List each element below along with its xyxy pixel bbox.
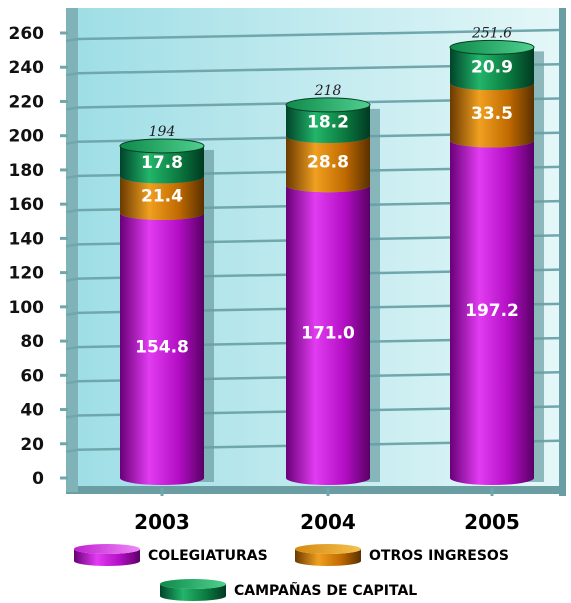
data-label: 197.2 <box>465 301 519 321</box>
legend-item: COLEGIATURAS <box>74 544 268 566</box>
x-tick-label: 2005 <box>464 510 520 534</box>
bar-segment <box>450 83 534 148</box>
bar-stack-2004: 171.0 28.8 18.2 218 <box>285 83 380 485</box>
total-label: 218 <box>314 83 342 99</box>
legend-label: OTROS INGRESOS <box>369 548 509 564</box>
gridline <box>77 28 560 41</box>
y-tick-label: 200 <box>9 127 45 147</box>
total-label: 251.6 <box>471 25 512 41</box>
legend-swatch <box>74 549 140 566</box>
gridline-wall <box>65 243 79 248</box>
y-tick-label: 60 <box>20 366 44 386</box>
bar-top <box>285 97 371 113</box>
y-tick-label: 120 <box>9 264 45 284</box>
x-tick-label: 2003 <box>134 510 190 534</box>
y-tick-label: 100 <box>9 298 45 318</box>
legend-label: COLEGIATURAS <box>148 548 268 564</box>
plot-right-shadow <box>559 8 566 496</box>
data-label: 18.2 <box>307 112 349 132</box>
gridline-wall <box>65 208 79 214</box>
legend-item: OTROS INGRESOS <box>295 544 509 566</box>
plot-floor <box>66 486 566 494</box>
y-tick-label: 160 <box>9 195 45 215</box>
bar-segment <box>286 185 370 485</box>
legend-swatch-top <box>295 544 361 554</box>
y-tick-label: 140 <box>9 229 45 249</box>
bar-segment <box>120 176 204 221</box>
data-label: 154.8 <box>135 338 189 358</box>
gridline-wall <box>65 414 79 419</box>
legend-swatch <box>160 584 226 601</box>
data-label: 28.8 <box>307 153 349 173</box>
bar-stack-2003: 154.8 21.4 17.8 194 <box>119 124 214 486</box>
bar-segment <box>286 136 370 193</box>
bar-segment <box>450 140 534 485</box>
legend-swatch-top <box>160 579 226 589</box>
bar-segment <box>450 47 534 91</box>
y-tick-label: 260 <box>9 24 45 44</box>
gridline-wall <box>65 140 79 145</box>
bar-segment <box>120 145 204 184</box>
gridline-wall <box>65 37 79 43</box>
legend: COLEGIATURAS OTROS INGRESOS CAMPAÑAS DE CA… <box>74 544 509 601</box>
gridline-wall <box>65 277 79 282</box>
bars: 154.8 21.4 17.8 194 171.0 28.8 18.2 218 197.2 33.… <box>119 25 544 486</box>
x-axis-ticks: 2003 2004 2005 <box>134 488 520 534</box>
gridline-wall <box>65 448 79 454</box>
gridline-wall <box>65 174 79 180</box>
total-label: 194 <box>149 124 176 140</box>
gridline-wall <box>65 311 79 317</box>
x-tick-label: 2004 <box>300 510 356 534</box>
y-tick-label: 240 <box>9 58 45 78</box>
bar-stack-2005: 197.2 33.5 20.9 251.6 <box>449 25 544 485</box>
data-label: 17.8 <box>141 153 183 173</box>
y-tick-label: 220 <box>9 92 45 112</box>
gridline-wall <box>65 106 79 111</box>
y-tick-label: 0 <box>32 469 44 489</box>
y-tick-label: 20 <box>20 435 44 455</box>
y-tick-label: 80 <box>20 332 44 352</box>
gridline-wall <box>65 345 79 351</box>
data-label: 171.0 <box>301 324 355 344</box>
bar-segment <box>120 213 204 486</box>
data-label: 20.9 <box>471 57 513 77</box>
data-label: 21.4 <box>141 187 183 207</box>
bar-top <box>449 39 535 55</box>
y-tick-label: 40 <box>20 401 44 421</box>
y-axis-ticks: 0 20 40 60 80 100 120 140 160 180 200 220 240 260 <box>9 24 68 489</box>
bar-top <box>119 138 205 154</box>
bar-segment <box>286 104 370 144</box>
legend-item: CAMPAÑAS DE CAPITAL <box>160 579 417 601</box>
legend-label: CAMPAÑAS DE CAPITAL <box>234 582 417 599</box>
legend-swatch-top <box>74 544 140 554</box>
legend-swatch <box>295 549 361 566</box>
gridline-wall <box>65 380 79 385</box>
data-label: 33.5 <box>471 104 513 124</box>
gridline-wall <box>65 71 79 77</box>
y-tick-label: 180 <box>9 161 45 181</box>
plot-left-wall <box>66 8 78 492</box>
